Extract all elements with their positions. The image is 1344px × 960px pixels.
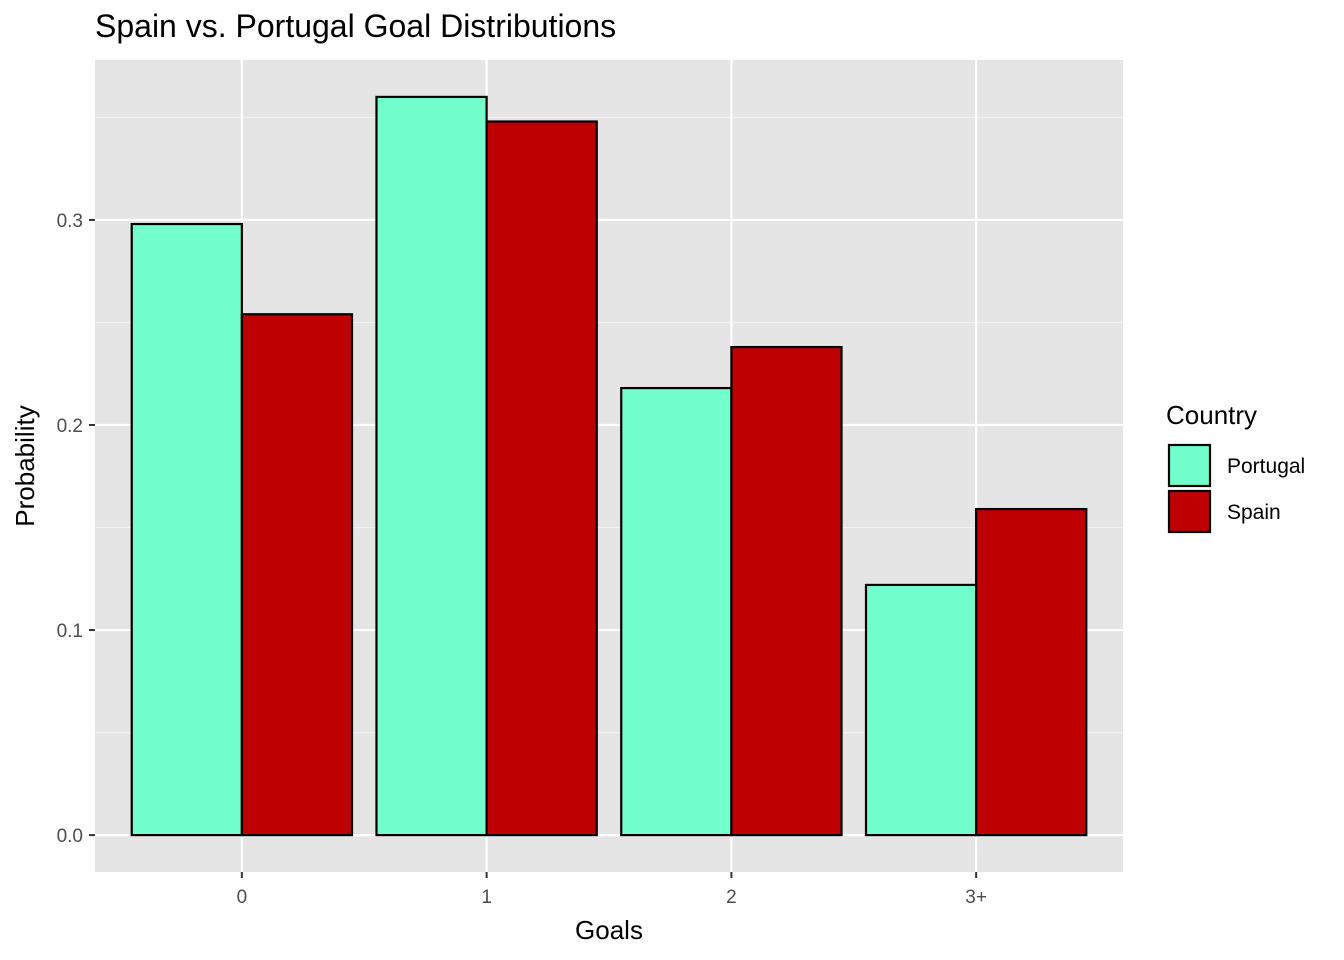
bar-portugal-0 bbox=[130, 222, 243, 837]
x-axis-title: Goals bbox=[575, 915, 643, 945]
bar-portugal-1 bbox=[375, 95, 488, 837]
legend-label-portugal: Portugal bbox=[1227, 455, 1305, 478]
bar-portugal-2 bbox=[620, 386, 733, 837]
legend-key-portugal bbox=[1167, 443, 1212, 488]
bar-portugal-3 bbox=[864, 583, 978, 837]
x-tick-label: 3+ bbox=[965, 887, 987, 908]
legend-title: Country bbox=[1166, 400, 1257, 430]
y-tick-label: 0.1 bbox=[57, 621, 83, 642]
bar-spain-1 bbox=[485, 120, 598, 837]
y-tick-label: 0.0 bbox=[57, 826, 83, 847]
chart-title: Spain vs. Portugal Goal Distributions bbox=[95, 8, 617, 44]
x-tick-label: 1 bbox=[481, 887, 492, 908]
legend: Country Portugal Spain bbox=[1166, 400, 1305, 534]
y-axis-ticks: 0.0 0.1 0.2 0.3 bbox=[57, 211, 95, 847]
legend-key-spain bbox=[1167, 489, 1212, 534]
y-tick-label: 0.3 bbox=[57, 211, 83, 232]
x-tick-label: 0 bbox=[237, 887, 248, 908]
bar-spain-3 bbox=[975, 507, 1088, 837]
y-tick-label: 0.2 bbox=[57, 416, 83, 437]
x-tick-label: 2 bbox=[726, 887, 737, 908]
legend-label-spain: Spain bbox=[1227, 501, 1281, 524]
bar-spain-0 bbox=[240, 313, 354, 837]
bars bbox=[130, 95, 1088, 837]
bar-spain-2 bbox=[730, 345, 843, 837]
x-axis-ticks: 0 1 2 3+ bbox=[237, 872, 987, 908]
y-axis-title: Probability bbox=[10, 405, 40, 526]
